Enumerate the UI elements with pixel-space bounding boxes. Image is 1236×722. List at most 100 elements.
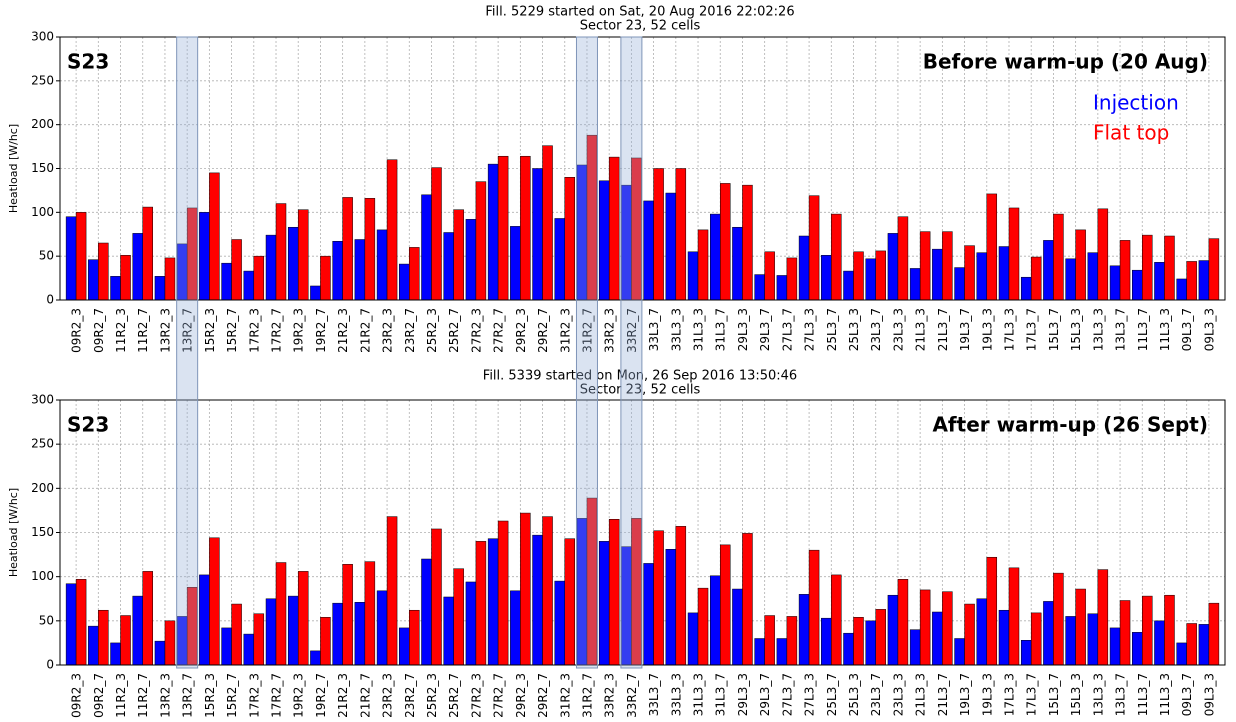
bar bbox=[875, 250, 886, 301]
y-tick-label: 100 bbox=[31, 569, 54, 583]
bar bbox=[709, 213, 721, 301]
x-tick-label: 23R2_7 bbox=[403, 673, 417, 718]
bar bbox=[142, 571, 153, 666]
bar bbox=[354, 239, 366, 301]
bar bbox=[909, 268, 921, 301]
x-tick-label: 09L3_3 bbox=[1202, 308, 1216, 351]
bar bbox=[221, 262, 232, 301]
bar bbox=[342, 564, 353, 666]
y-tick-label: 250 bbox=[31, 73, 54, 87]
x-tick-label: 17L3_7 bbox=[1025, 673, 1039, 716]
bar bbox=[253, 255, 265, 301]
y-tick-label: 100 bbox=[31, 205, 54, 219]
bar bbox=[798, 594, 810, 666]
bar bbox=[964, 245, 975, 301]
bar bbox=[243, 270, 255, 301]
x-tick-label: 19R2_7 bbox=[314, 308, 328, 353]
y-tick-label: 200 bbox=[31, 117, 54, 131]
x-tick-label: 23L3_3 bbox=[891, 673, 905, 716]
bar bbox=[443, 232, 454, 301]
bar bbox=[942, 231, 953, 301]
bar bbox=[431, 528, 442, 666]
bar bbox=[1132, 269, 1143, 301]
chart-subtitle: Sector 23, 52 cells bbox=[580, 19, 701, 34]
x-tick-label: 23R2_7 bbox=[403, 308, 417, 353]
bar bbox=[497, 520, 509, 666]
bar bbox=[786, 616, 798, 666]
bar bbox=[1097, 208, 1109, 301]
chart-subtitle: Sector 23, 52 cells bbox=[580, 383, 701, 398]
bar bbox=[465, 581, 477, 666]
x-tick-label: 23L3_7 bbox=[869, 673, 883, 716]
bar bbox=[475, 181, 487, 301]
x-tick-label: 25L3_7 bbox=[825, 673, 839, 716]
x-tick-label: 19L3_7 bbox=[958, 673, 972, 716]
x-tick-label: 29R2_7 bbox=[536, 308, 550, 353]
bar bbox=[164, 620, 176, 666]
bar bbox=[742, 533, 753, 666]
bar bbox=[297, 571, 309, 666]
x-tick-label: 13R2_3 bbox=[158, 673, 172, 718]
legend-label: Injection bbox=[1093, 91, 1179, 115]
x-tick-label: 29R2_3 bbox=[514, 673, 528, 718]
bar bbox=[431, 167, 442, 301]
bar bbox=[697, 229, 709, 301]
x-tick-label: 25L3_7 bbox=[825, 308, 839, 351]
x-tick-label: 33R2_3 bbox=[603, 673, 617, 718]
bar bbox=[764, 615, 775, 666]
x-tick-label: 21R2_3 bbox=[336, 308, 350, 353]
x-tick-label: 31L3_3 bbox=[692, 673, 706, 716]
bar bbox=[776, 638, 788, 666]
x-tick-label: 29L3_7 bbox=[758, 673, 772, 716]
bar bbox=[199, 574, 210, 666]
bar bbox=[376, 229, 388, 301]
bar bbox=[675, 168, 687, 301]
bar bbox=[497, 155, 509, 301]
bar bbox=[231, 239, 242, 301]
bar bbox=[65, 583, 77, 666]
bar bbox=[1208, 602, 1220, 666]
x-tick-label: 33L3_7 bbox=[647, 308, 661, 351]
x-tick-label: 27L3_7 bbox=[780, 308, 794, 351]
x-tick-label: 13L3_7 bbox=[1114, 673, 1128, 716]
bar bbox=[919, 589, 931, 666]
x-tick-label: 33L3_7 bbox=[647, 673, 661, 716]
bar bbox=[265, 234, 277, 301]
bar bbox=[598, 180, 610, 301]
x-tick-label: 11L3_7 bbox=[1136, 308, 1150, 351]
bar bbox=[932, 248, 943, 301]
x-tick-label: 31L3_7 bbox=[714, 308, 728, 351]
bar bbox=[1109, 627, 1121, 666]
bar bbox=[554, 580, 566, 666]
bar bbox=[421, 558, 432, 666]
x-tick-label: 29L3_3 bbox=[736, 308, 750, 351]
bar bbox=[342, 197, 353, 301]
x-tick-label: 21R2_3 bbox=[336, 673, 350, 718]
bar bbox=[1030, 612, 1042, 666]
bar bbox=[653, 168, 664, 301]
y-tick-label: 150 bbox=[31, 161, 54, 175]
x-tick-label: 09R2_7 bbox=[92, 308, 106, 353]
bar bbox=[1142, 234, 1153, 301]
bar bbox=[297, 209, 309, 301]
bar bbox=[1065, 258, 1076, 301]
bar bbox=[110, 642, 121, 666]
bar bbox=[110, 276, 121, 301]
bar bbox=[88, 625, 99, 666]
bar bbox=[897, 579, 909, 666]
bar bbox=[808, 195, 820, 301]
bar bbox=[421, 194, 432, 301]
x-tick-label: 15R2_3 bbox=[203, 673, 217, 718]
bar bbox=[310, 650, 321, 666]
x-tick-label: 31R2_3 bbox=[558, 673, 572, 718]
bar bbox=[1119, 240, 1131, 301]
bar bbox=[875, 609, 886, 666]
x-tick-label: 25R2_7 bbox=[447, 308, 461, 353]
x-tick-label: 33L3_3 bbox=[669, 673, 683, 716]
bar bbox=[732, 226, 743, 301]
x-tick-label: 31L3_7 bbox=[714, 673, 728, 716]
chart-title: Fill. 5229 started on Sat, 20 Aug 2016 2… bbox=[485, 5, 794, 20]
x-tick-label: 17R2_7 bbox=[270, 308, 284, 353]
bar bbox=[320, 617, 331, 666]
